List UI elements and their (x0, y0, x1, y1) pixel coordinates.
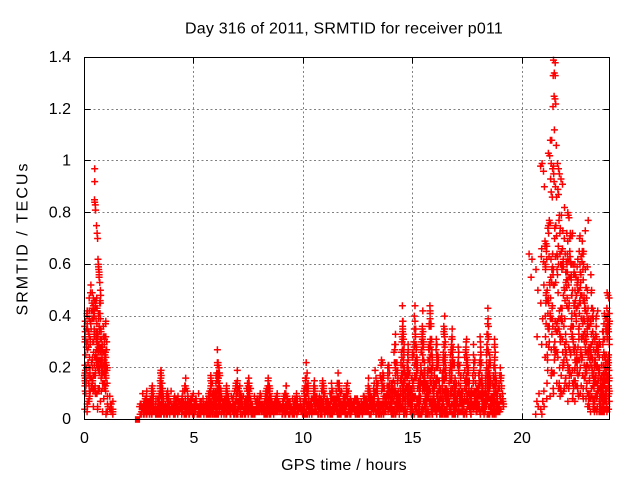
svg-text:Day 316 of 2011, SRMTID for re: Day 316 of 2011, SRMTID for receiver p01… (185, 21, 503, 38)
svg-text:0.2: 0.2 (49, 360, 71, 377)
svg-text:0.8: 0.8 (49, 204, 71, 221)
svg-text:1.4: 1.4 (49, 49, 71, 66)
svg-text:GPS time / hours: GPS time / hours (281, 457, 407, 474)
svg-text:0: 0 (62, 411, 71, 428)
svg-text:1: 1 (62, 153, 71, 170)
svg-text:20: 20 (513, 430, 531, 447)
svg-text:0: 0 (80, 430, 89, 447)
svg-text:0.6: 0.6 (49, 256, 71, 273)
svg-text:10: 10 (294, 430, 312, 447)
svg-text:SRMTID / TECUs: SRMTID / TECUs (15, 162, 32, 316)
svg-text:15: 15 (404, 430, 422, 447)
svg-text:0.4: 0.4 (49, 308, 71, 325)
svg-text:1.2: 1.2 (49, 101, 71, 118)
svg-text:5: 5 (189, 430, 198, 447)
